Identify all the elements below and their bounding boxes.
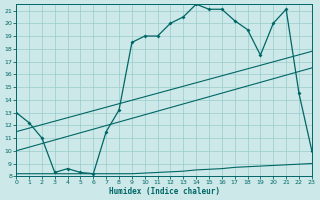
- X-axis label: Humidex (Indice chaleur): Humidex (Indice chaleur): [108, 187, 220, 196]
